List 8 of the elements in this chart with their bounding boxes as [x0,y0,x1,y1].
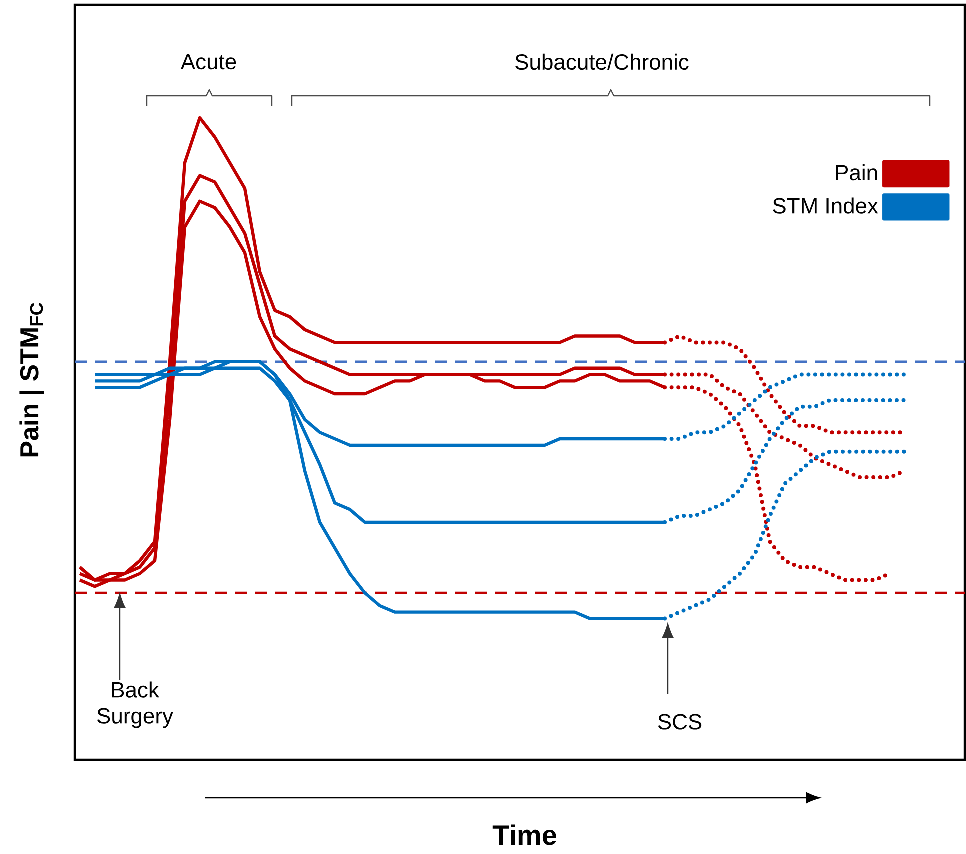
annotation: Back Surgery [97,682,174,728]
legend-label: Pain [836,164,878,181]
annotation: SCS [658,714,702,730]
text: Subacute/Chronic [516,54,689,70]
x-axis-title: Time [492,824,556,846]
y-axis-title: Pain | STM$_{FC}$ [20,303,44,457]
text: Acute [180,54,236,70]
legend-label: STM Index [773,198,878,214]
